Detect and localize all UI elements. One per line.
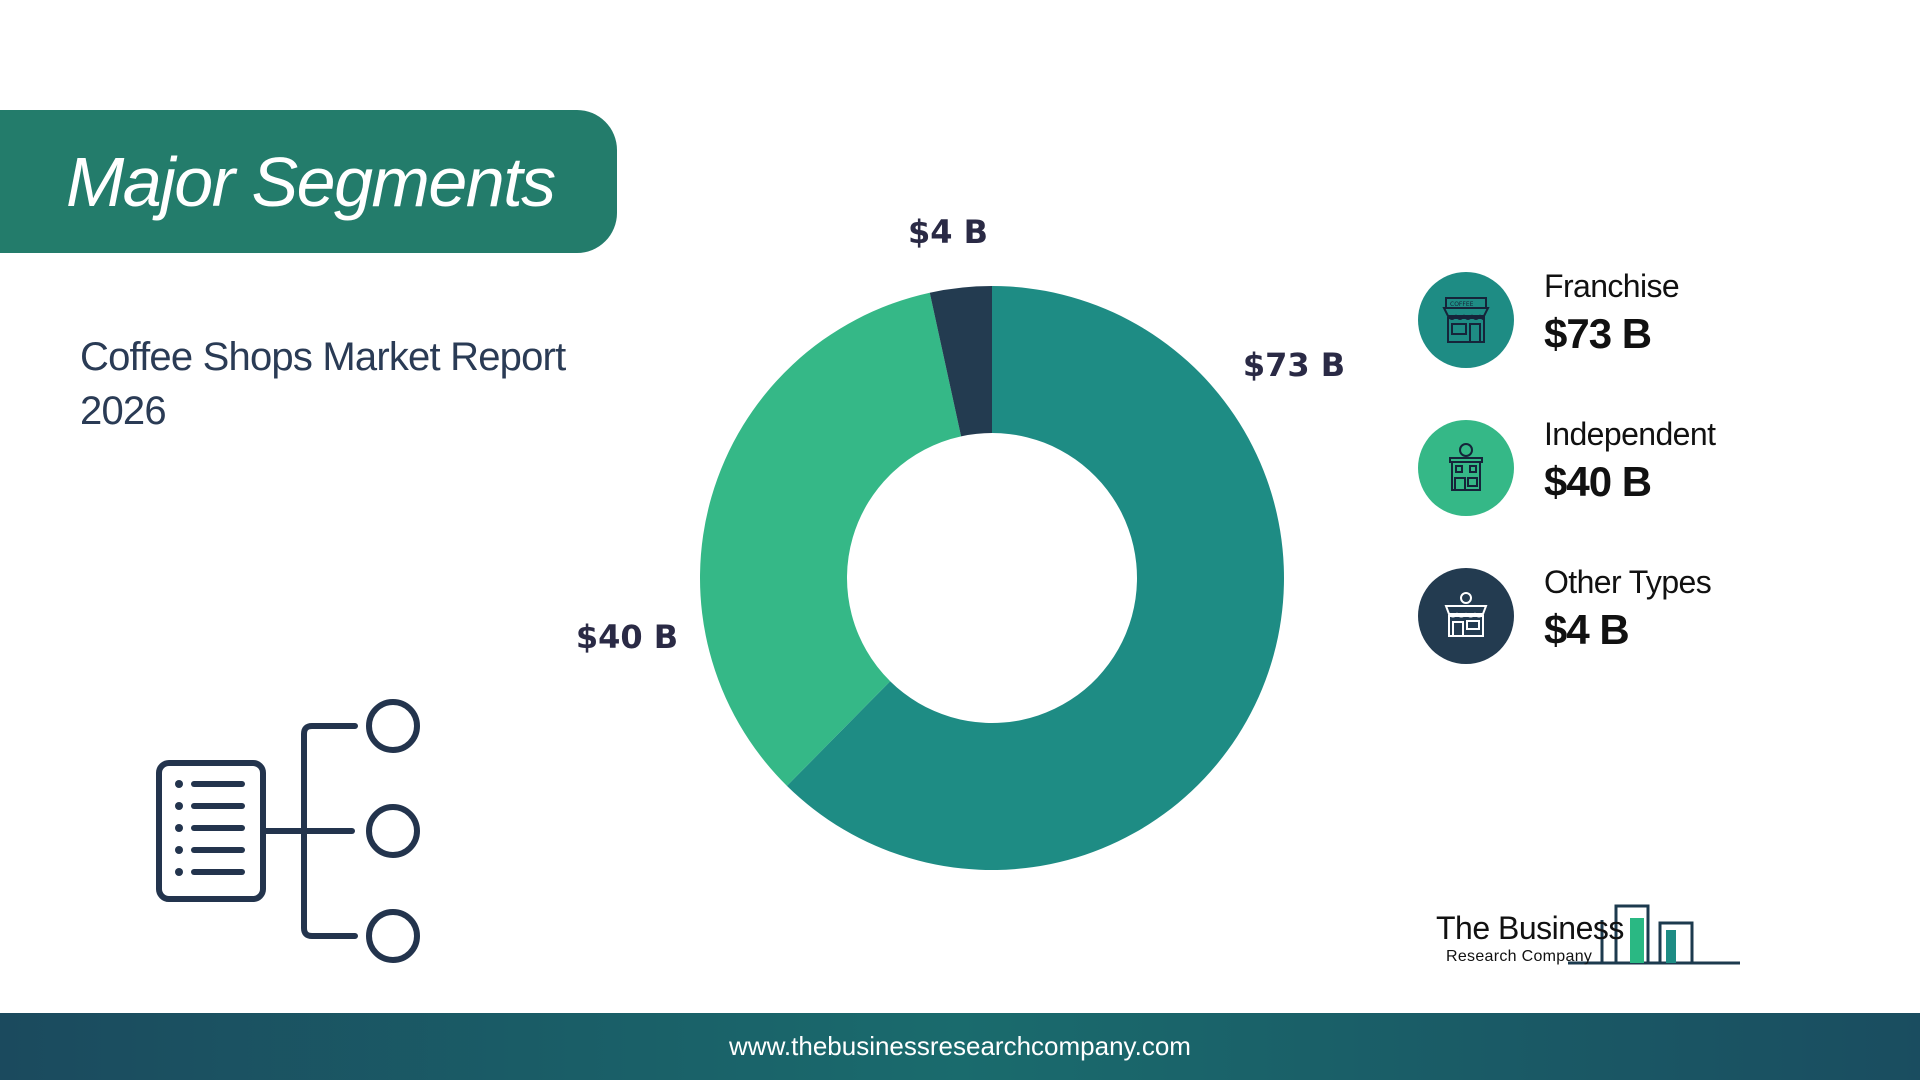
data-label-franchise: $73 B [1243, 346, 1345, 384]
legend-label: Franchise [1544, 268, 1680, 304]
legend-swatch [1418, 420, 1514, 516]
company-logo: The Business Research Company [1430, 868, 1740, 968]
logo-text-line1: The Business [1436, 910, 1624, 946]
data-label-independent: $40 B [576, 618, 678, 656]
logo-buildings-icon [1568, 904, 1740, 965]
legend-label: Independent [1544, 416, 1716, 452]
page-title: Major Segments [66, 142, 556, 221]
legend-value: $73 B [1544, 310, 1652, 357]
coffee-shop-building-icon [1449, 443, 1483, 491]
footer-bar: www.thebusinessresearchcompany.com [0, 1013, 1920, 1080]
legend-label: Other Types [1544, 564, 1712, 600]
svg-text:COFFEE: COFFEE [1450, 301, 1474, 308]
store-icon [1444, 592, 1488, 637]
footer-url[interactable]: www.thebusinessresearchcompany.com [729, 1031, 1191, 1061]
logo-text-line2: Research Company [1446, 948, 1593, 965]
data-label-other-types: $4 B [908, 213, 988, 251]
legend-swatch [1418, 568, 1514, 664]
legend-value: $4 B [1544, 606, 1630, 653]
donut-slice-independent [699, 292, 962, 786]
donut-slice-other-types [929, 286, 992, 437]
donut-slice-franchise [786, 286, 1284, 870]
coffee-storefront-icon: COFFEE [1442, 297, 1490, 343]
report-subtitle: Coffee Shops Market Report 2026 [80, 335, 566, 433]
legend-swatch: COFFEE [1418, 272, 1514, 368]
legend-value: $40 B [1544, 458, 1652, 505]
list-hierarchy-icon [156, 699, 420, 963]
title-banner: Major Segments [0, 110, 617, 253]
